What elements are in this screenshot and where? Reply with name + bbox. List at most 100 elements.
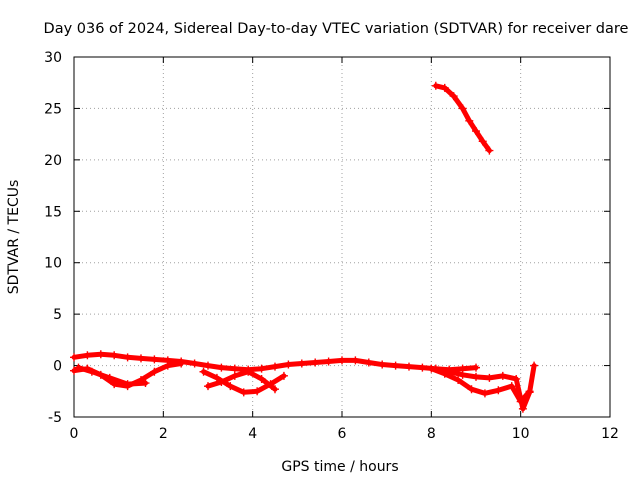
- x-axis-label: GPS time / hours: [281, 459, 398, 475]
- data-point: [96, 350, 105, 359]
- data-point: [458, 104, 467, 113]
- data-point: [271, 385, 279, 394]
- data-series: [70, 81, 539, 413]
- grid-lines: [74, 57, 610, 417]
- x-tick-label: 0: [70, 426, 79, 442]
- data-point: [141, 379, 150, 388]
- data-point: [297, 359, 306, 368]
- data-point: [163, 361, 172, 370]
- data-point: [70, 366, 78, 375]
- data-point: [279, 371, 288, 380]
- data-point: [123, 380, 132, 389]
- x-tick-labels: 0 2 4 6 8 10 12: [70, 426, 619, 442]
- x-tick-label: 4: [248, 426, 257, 442]
- data-point: [418, 363, 427, 372]
- data-point: [364, 358, 373, 367]
- data-point: [244, 367, 253, 376]
- data-point: [485, 373, 494, 382]
- data-point: [440, 83, 449, 92]
- data-point: [123, 353, 132, 362]
- data-point: [378, 360, 387, 369]
- y-tick-labels: -5 0 5 10 15 20 25 30: [44, 50, 62, 426]
- x-tick-label: 12: [601, 426, 619, 442]
- y-tick-label: -5: [48, 410, 62, 426]
- data-point: [204, 382, 212, 391]
- data-point: [485, 146, 494, 155]
- data-point: [230, 364, 239, 373]
- series-line: [433, 83, 492, 154]
- data-point: [271, 362, 279, 371]
- data-point: [454, 375, 463, 384]
- x-tick-label: 8: [427, 426, 436, 442]
- data-point: [405, 362, 413, 371]
- data-point: [87, 367, 96, 376]
- data-point: [74, 363, 83, 372]
- y-tick-label: 20: [44, 153, 62, 169]
- data-point: [472, 127, 480, 136]
- data-point: [239, 388, 248, 397]
- data-point: [257, 374, 266, 383]
- data-point: [253, 387, 262, 396]
- data-point: [338, 356, 346, 365]
- data-point: [351, 356, 360, 365]
- data-point: [257, 364, 266, 373]
- x-tick-label: 6: [338, 426, 347, 442]
- data-point: [431, 81, 440, 90]
- data-point: [177, 359, 186, 368]
- data-point: [190, 359, 199, 368]
- data-point: [199, 367, 208, 376]
- series-low-band-dip-2: [74, 363, 150, 389]
- data-point: [212, 373, 221, 382]
- y-tick-label: 0: [53, 359, 62, 375]
- data-point: [150, 367, 159, 376]
- series-upper-arc: [431, 81, 494, 155]
- data-point: [324, 357, 333, 366]
- data-point: [472, 372, 480, 381]
- y-tick-label: 5: [53, 307, 62, 323]
- x-tick-label: 10: [512, 426, 530, 442]
- data-point: [230, 371, 239, 380]
- series-low-band-tail-2: [445, 361, 539, 413]
- data-point: [137, 354, 145, 363]
- data-point: [311, 358, 320, 367]
- data-point: [494, 386, 503, 395]
- data-point: [70, 353, 78, 362]
- data-point: [217, 363, 226, 372]
- data-point: [472, 363, 480, 372]
- data-point: [150, 355, 159, 364]
- data-point: [284, 360, 293, 369]
- data-point: [467, 385, 476, 394]
- data-point: [507, 382, 516, 391]
- data-point: [427, 364, 436, 373]
- data-point: [105, 373, 114, 382]
- data-point: [478, 137, 487, 146]
- data-point: [465, 116, 474, 125]
- data-point: [525, 388, 534, 397]
- series-low-band-main: [70, 350, 480, 374]
- data-point: [204, 361, 212, 370]
- data-point: [391, 361, 400, 370]
- y-tick-label: 15: [44, 204, 62, 220]
- data-point: [518, 404, 527, 413]
- data-point: [110, 351, 119, 360]
- data-point: [458, 370, 467, 379]
- data-point: [480, 389, 489, 398]
- chart-title: Day 036 of 2024, Sidereal Day-to-day VTE…: [44, 21, 629, 37]
- data-point: [512, 374, 521, 383]
- data-point: [217, 378, 226, 387]
- data-point: [530, 361, 539, 370]
- data-point: [226, 382, 235, 391]
- y-tick-label: 30: [44, 50, 62, 66]
- data-point: [440, 369, 449, 378]
- series-low-band-dip-4: [204, 367, 279, 394]
- data-point: [498, 371, 507, 380]
- axis-ticks: [73, 56, 611, 418]
- data-point: [83, 351, 92, 360]
- y-tick-label: 10: [44, 256, 62, 272]
- x-tick-label: 2: [159, 426, 168, 442]
- data-point: [449, 92, 458, 101]
- y-axis-label: SDTVAR / TECUs: [6, 180, 22, 295]
- data-point: [445, 367, 454, 376]
- y-tick-label: 25: [44, 101, 62, 117]
